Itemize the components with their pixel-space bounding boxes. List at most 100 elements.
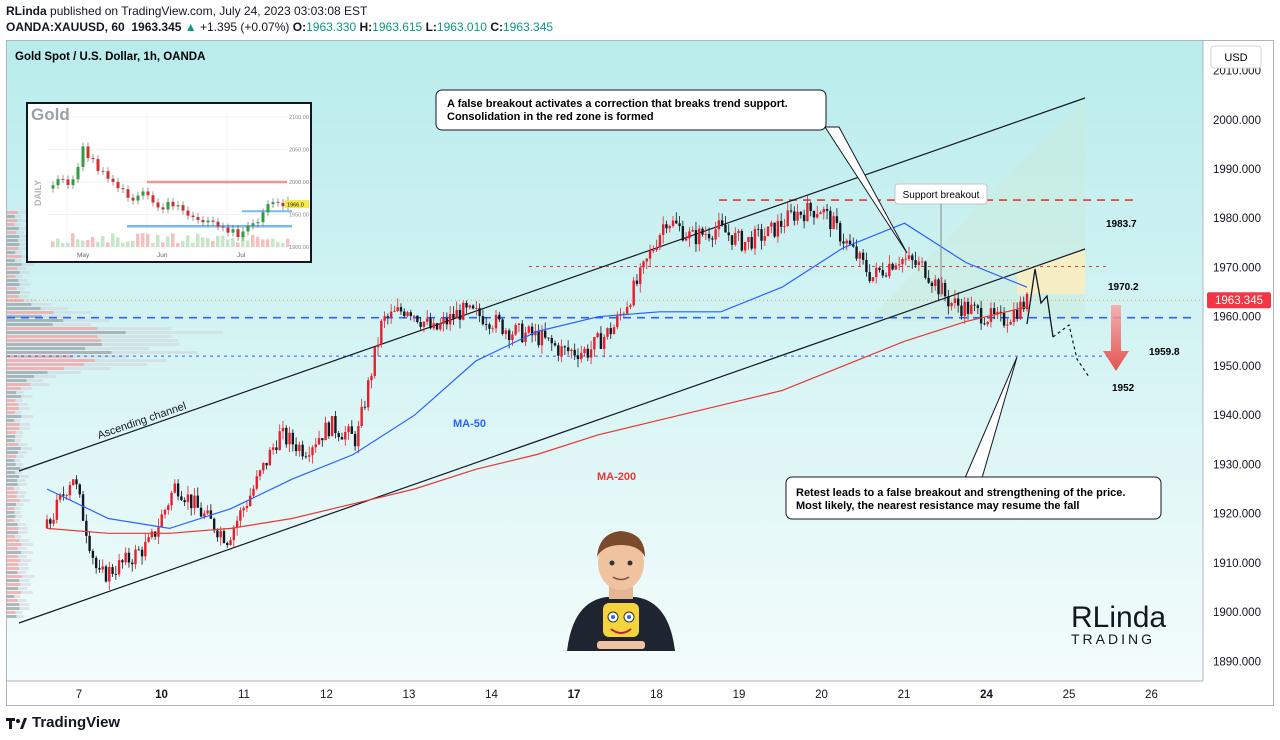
candle-body	[947, 296, 950, 307]
volume-bar	[7, 543, 22, 546]
inset-volume-bar	[176, 242, 180, 247]
level-label-1970: 1970.2	[1108, 282, 1139, 293]
volume-bar	[7, 383, 31, 386]
candle-body	[625, 306, 629, 314]
candle-body	[229, 540, 232, 545]
inset-candle-body	[206, 220, 210, 223]
inset-candle-body	[226, 227, 230, 233]
candle-body	[196, 495, 199, 508]
inset-volume-bar	[221, 235, 225, 247]
volume-bar	[7, 527, 19, 530]
candle-body	[825, 209, 829, 211]
candle-body	[445, 318, 449, 325]
candle-body	[986, 321, 989, 325]
channel-upper-line	[18, 97, 1086, 472]
candle-body	[517, 323, 521, 325]
candle-body	[901, 259, 904, 265]
inset-candle-body	[171, 201, 175, 207]
candle-body	[216, 530, 219, 538]
support-breakout-label: Support breakout	[903, 190, 980, 201]
candle-body	[330, 416, 334, 437]
inset-volume-bar	[266, 239, 270, 247]
candle-body	[360, 406, 363, 426]
publisher-name: RLinda	[6, 4, 47, 18]
candle-body	[609, 328, 612, 335]
candle-body	[727, 232, 730, 236]
bottom-callout-line1: Retest leads to a false breakout and str…	[796, 487, 1125, 499]
candle-body	[232, 527, 236, 541]
candle-body	[845, 240, 848, 244]
candle-body	[557, 345, 560, 356]
footer-brand[interactable]: TradingView	[6, 714, 120, 731]
chart-frame[interactable]: Ascending channel MA-50 MA-200 Support b…	[6, 40, 1274, 706]
down-arrow-icon	[1103, 305, 1129, 371]
inset-volume-bar	[201, 237, 205, 247]
candle-body	[429, 318, 432, 329]
volume-bar	[7, 599, 18, 602]
candle-body	[75, 479, 78, 485]
candle-body	[317, 438, 321, 445]
inset-volume-bar	[206, 238, 210, 247]
volume-bar	[7, 379, 27, 382]
volume-bar	[15, 515, 23, 518]
projection-down-path	[1052, 323, 1090, 378]
publish-info: RLinda published on TradingView.com, Jul…	[6, 4, 367, 18]
candle-body	[527, 326, 531, 333]
candle-body	[98, 568, 101, 570]
candle-body	[49, 519, 52, 524]
candle-body	[635, 280, 639, 284]
candle-body	[363, 406, 367, 408]
volume-bar	[21, 543, 34, 546]
inset-badge-text: 1966.0	[287, 203, 304, 209]
candle-body	[570, 349, 573, 352]
candle-body	[747, 237, 750, 242]
candle-body	[665, 224, 668, 229]
volume-bar	[7, 547, 18, 550]
candle-body	[809, 202, 812, 211]
price-axis[interactable]	[1203, 41, 1274, 706]
candle-body	[337, 433, 340, 438]
candle-body	[793, 211, 796, 221]
candle-body	[163, 509, 167, 515]
ma200-line	[46, 306, 1028, 534]
candle-body	[321, 438, 324, 441]
candle-body	[340, 437, 344, 440]
candle-body	[458, 309, 462, 320]
candle-body	[249, 495, 252, 506]
inset-candle-body	[281, 202, 285, 207]
volume-bar	[17, 547, 27, 550]
candle-body	[72, 479, 75, 486]
candle-body	[937, 279, 940, 295]
candle-body	[816, 214, 819, 218]
volume-bar	[19, 271, 30, 274]
candle-body	[380, 320, 383, 345]
volume-bar	[7, 559, 21, 562]
time-tick-label: 7	[76, 689, 82, 701]
candle-body	[711, 238, 714, 240]
inset-candle-body	[71, 179, 75, 186]
inset-volume-bar	[186, 235, 190, 247]
volume-bar	[7, 523, 18, 526]
volume-bar	[7, 275, 16, 278]
volume-bar	[16, 503, 24, 506]
candle-body	[737, 231, 740, 233]
candle-body	[288, 432, 291, 445]
candle-body	[861, 252, 865, 260]
price-chart[interactable]: Ascending channel MA-50 MA-200 Support b…	[7, 41, 1274, 706]
candle-body	[691, 230, 694, 232]
candle-body	[930, 282, 934, 286]
candle-body	[167, 505, 170, 510]
currency-button[interactable]	[1210, 45, 1262, 69]
inset-month-label: May	[77, 252, 90, 259]
price-tick-label: 1960.000	[1213, 312, 1261, 324]
candle-body	[108, 567, 111, 582]
candle-body	[924, 261, 927, 278]
candle-body	[301, 444, 304, 457]
volume-bar	[42, 315, 71, 318]
volume-bar	[7, 255, 22, 258]
inset-title: Gold	[31, 105, 70, 124]
time-axis[interactable]	[7, 681, 1203, 706]
top-callout-box	[435, 89, 827, 131]
candle-body	[311, 447, 314, 456]
inset-candle-body	[76, 166, 80, 180]
